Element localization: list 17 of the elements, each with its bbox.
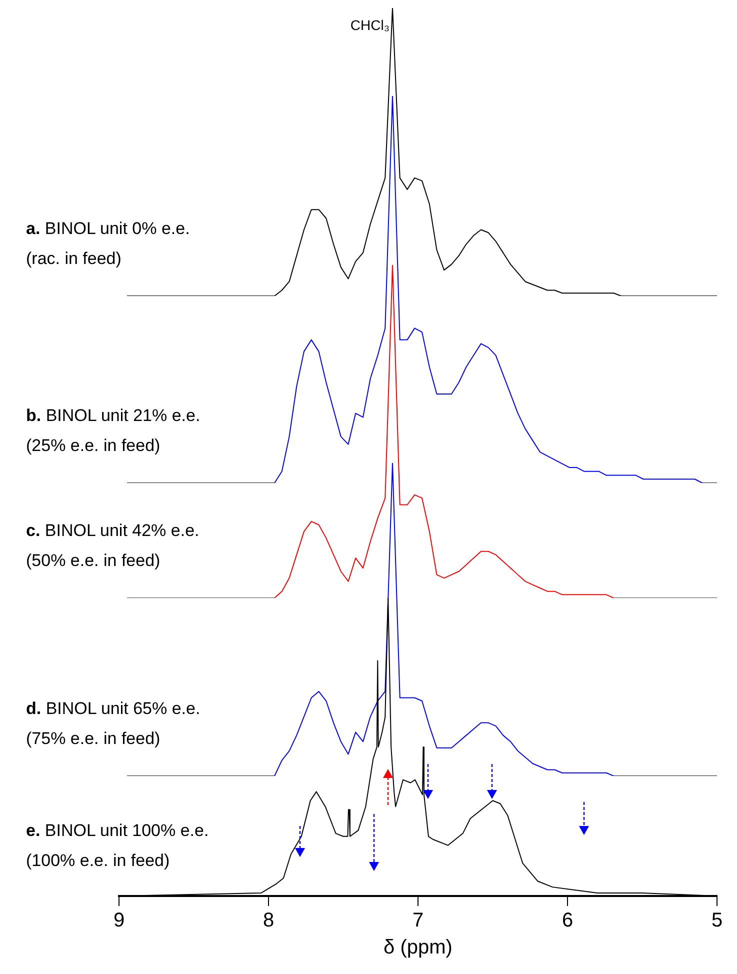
annotation: a. BINOL unit 0% e.e. [26, 218, 190, 240]
x-tick-label: 8 [262, 910, 274, 932]
annotation: (75% e.e. in feed) [26, 728, 162, 750]
x-tick-label: 9 [113, 910, 125, 932]
x-tick-label: 6 [562, 910, 574, 932]
x-tick-label: 5 [711, 910, 723, 932]
annotation: c. BINOL unit 42% e.e. [26, 520, 200, 542]
annotation: (50% e.e. in feed) [26, 550, 162, 572]
x-axis-title: δ (ppm) [384, 936, 452, 959]
annotation: (25% e.e. in feed) [26, 435, 162, 457]
annotation: d. BINOL unit 65% e.e. [26, 698, 200, 720]
annotation: (100% e.e. in feed) [26, 850, 171, 872]
annotation: e. BINOL unit 100% e.e. [26, 820, 209, 842]
annotation: b. BINOL unit 21% e.e. [26, 405, 200, 427]
text: (rac. in feed) [26, 248, 122, 270]
annotation: CHCl₃ [350, 17, 390, 33]
x-tick-label: 7 [412, 910, 424, 932]
